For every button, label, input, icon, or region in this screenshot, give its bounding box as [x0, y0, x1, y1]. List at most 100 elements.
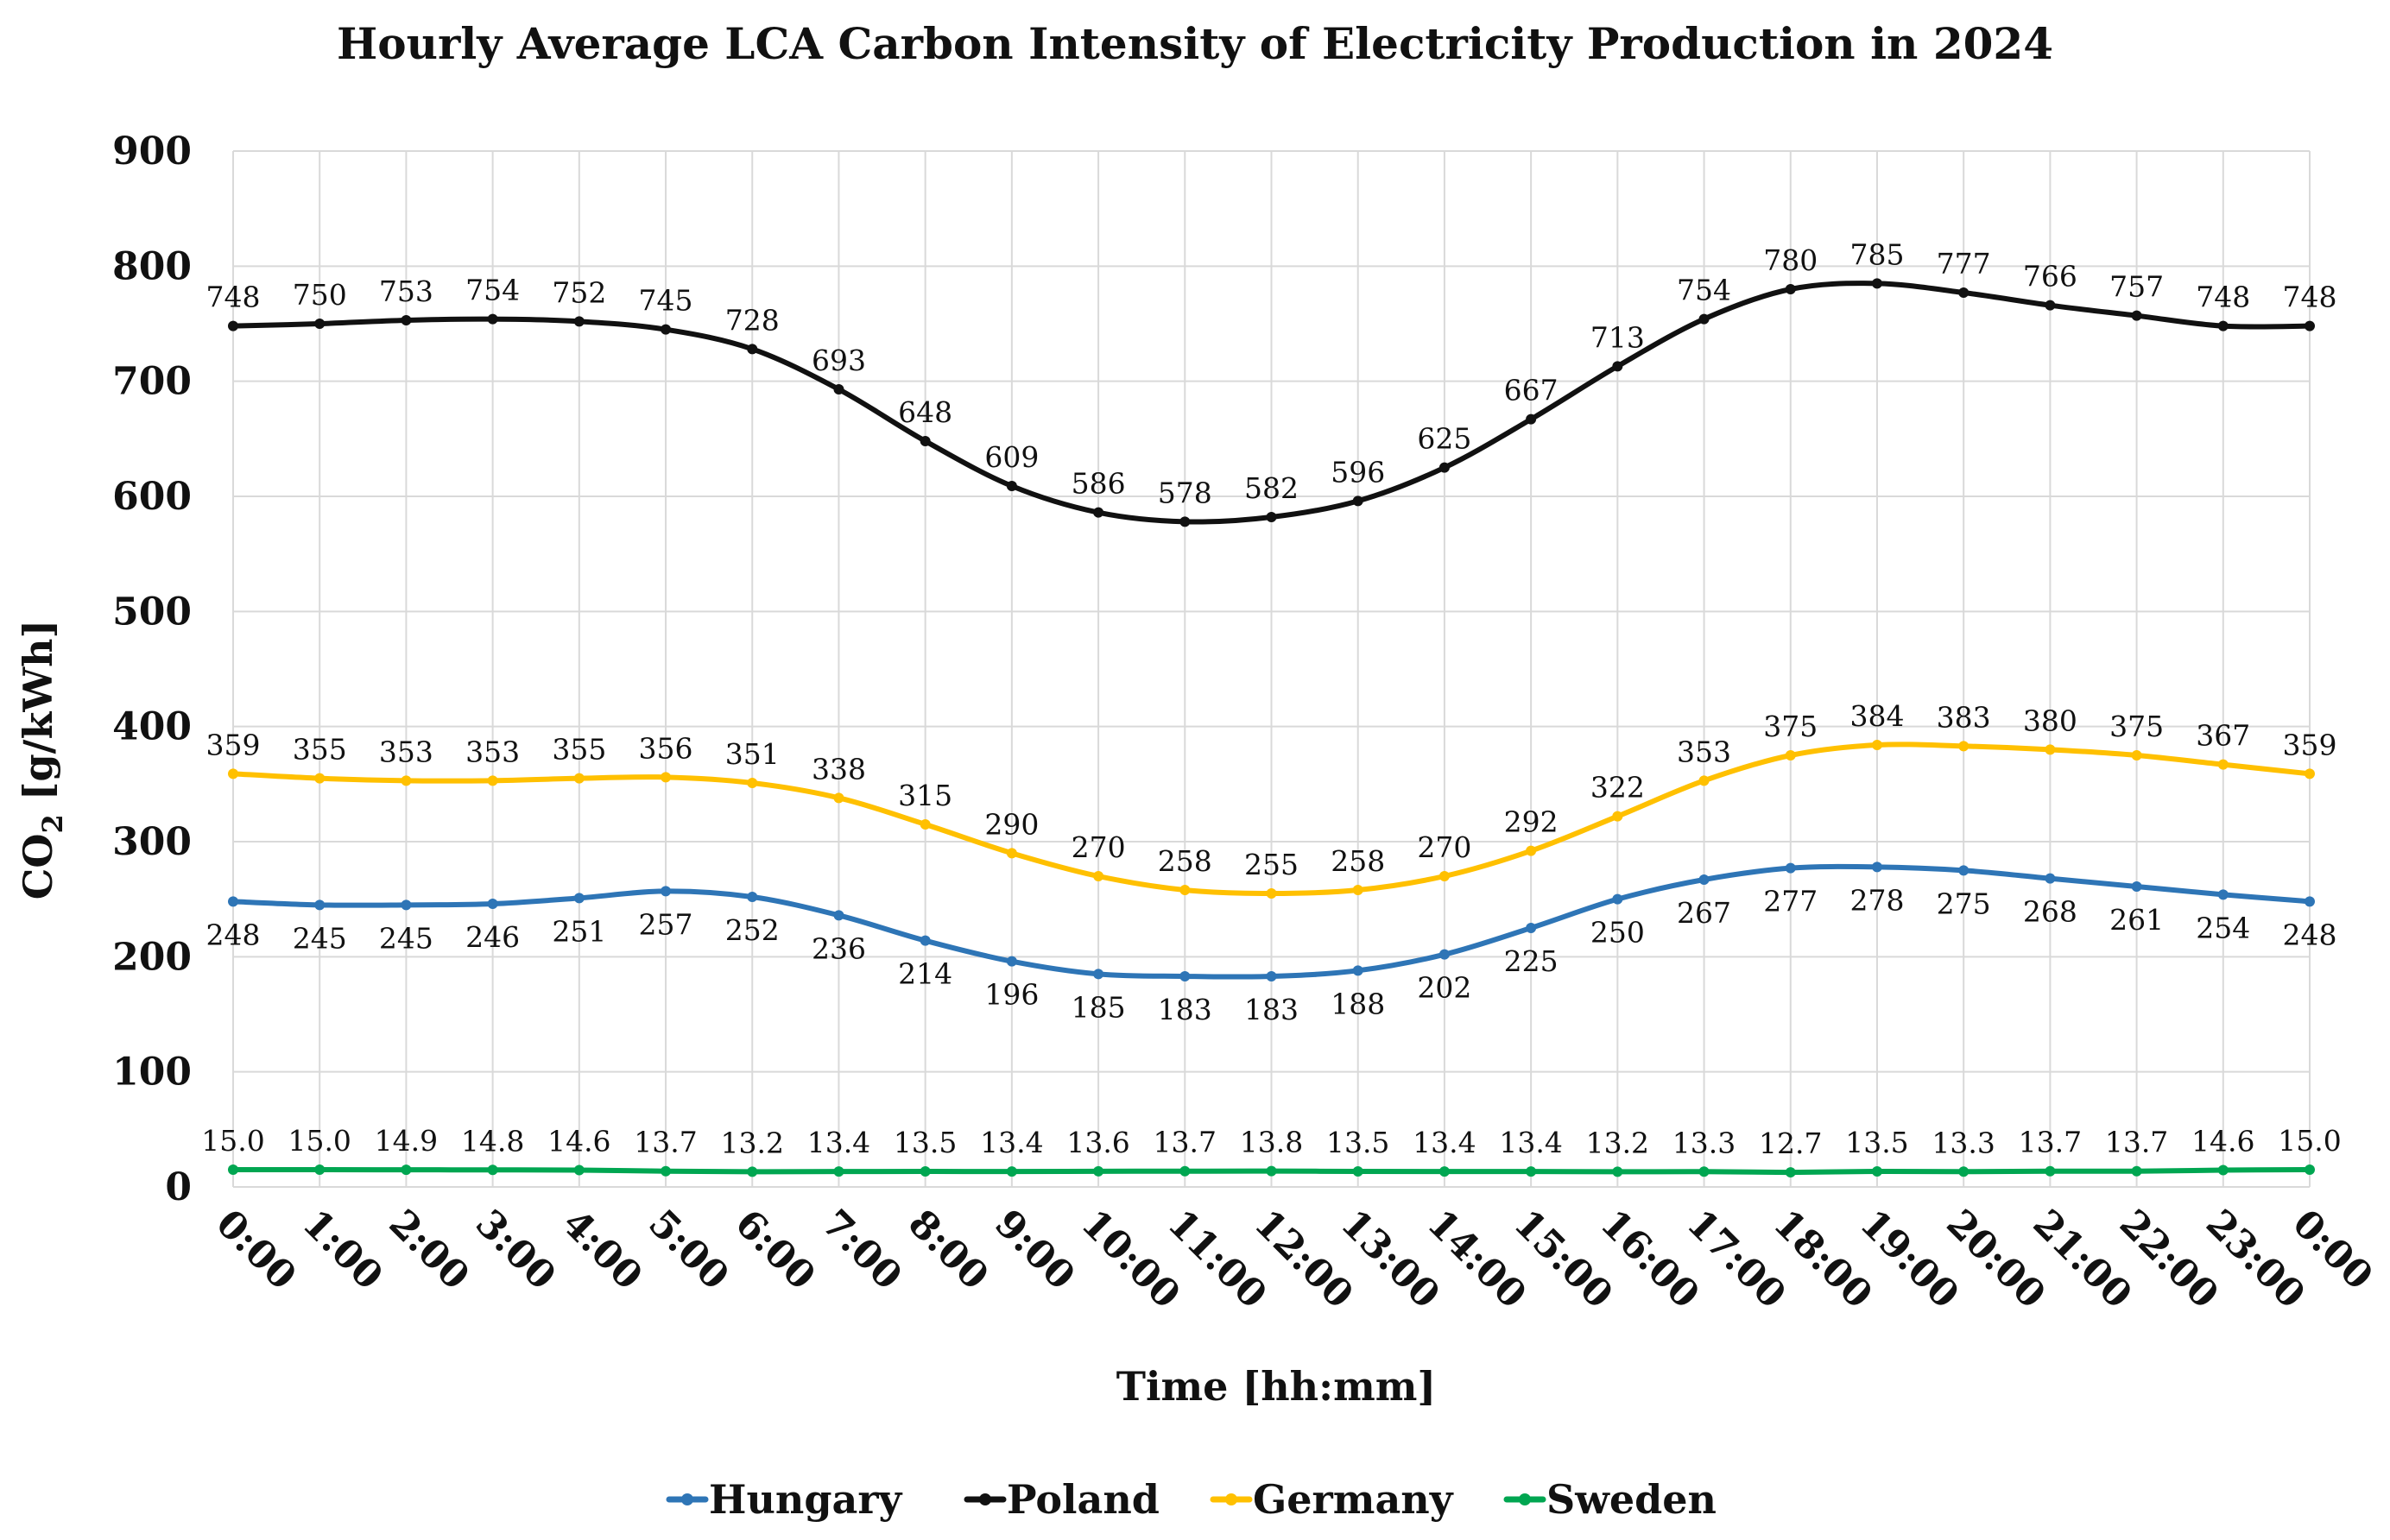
data-label-poland: 766 — [2023, 260, 2077, 293]
data-label-germany: 292 — [1504, 805, 1559, 839]
x-tick-label: 0:00 — [207, 1202, 304, 1298]
data-label-hungary: 225 — [1504, 944, 1559, 978]
data-point-germany — [2131, 750, 2142, 761]
x-tick-label: 11:00 — [1160, 1202, 1275, 1317]
data-label-hungary: 214 — [898, 957, 952, 991]
data-point-sweden — [314, 1164, 326, 1175]
data-point-poland — [1871, 278, 1882, 289]
data-label-germany: 270 — [1072, 830, 1126, 864]
x-tick-label: 5:00 — [640, 1202, 737, 1298]
data-point-hungary — [1871, 862, 1882, 873]
x-tick-label: 4:00 — [553, 1202, 650, 1298]
x-tick-label: 6:00 — [726, 1202, 823, 1298]
data-point-sweden — [2305, 1164, 2315, 1175]
data-point-poland — [2305, 320, 2315, 331]
x-tick-label: 22:00 — [2111, 1202, 2227, 1317]
data-label-hungary: 268 — [2023, 895, 2077, 929]
data-label-hungary: 183 — [1158, 993, 1212, 1026]
data-point-germany — [314, 773, 326, 784]
data-label-hungary: 252 — [725, 913, 780, 947]
legend-label-poland: Poland — [1007, 1476, 1160, 1523]
data-point-sweden — [1006, 1166, 1017, 1177]
data-point-sweden — [573, 1164, 585, 1176]
data-label-poland: 750 — [293, 278, 347, 312]
data-point-hungary — [228, 896, 238, 907]
data-point-poland — [1352, 495, 1363, 507]
data-point-poland — [1093, 507, 1104, 518]
data-label-hungary: 245 — [379, 921, 433, 955]
data-point-sweden — [2045, 1165, 2056, 1177]
data-point-sweden — [1352, 1166, 1363, 1177]
x-axis-ticks: 0:001:002:003:004:005:006:007:008:009:00… — [207, 1202, 2381, 1317]
data-label-germany: 351 — [725, 737, 780, 771]
data-point-germany — [2305, 768, 2315, 779]
data-point-germany — [2045, 744, 2056, 755]
data-point-germany — [1698, 775, 1710, 786]
data-point-germany — [1871, 740, 1882, 750]
data-label-poland: 578 — [1158, 476, 1212, 509]
data-label-poland: 582 — [1244, 471, 1299, 505]
legend-label-sweden: Sweden — [1546, 1476, 1717, 1523]
x-tick-label: 13:00 — [1332, 1202, 1448, 1317]
data-point-sweden — [1438, 1166, 1450, 1177]
data-label-poland: 753 — [379, 275, 433, 308]
x-tick-label: 3:00 — [467, 1202, 564, 1298]
data-label-germany: 359 — [2283, 728, 2337, 761]
data-point-sweden — [2131, 1165, 2142, 1177]
data-point-poland — [1958, 287, 1970, 298]
data-point-poland — [1179, 516, 1191, 527]
data-label-poland: 754 — [465, 274, 520, 307]
data-point-germany — [1006, 848, 1017, 859]
y-tick-label: 800 — [112, 244, 192, 288]
data-point-hungary — [1612, 893, 1623, 905]
data-point-germany — [747, 778, 758, 788]
data-point-hungary — [1785, 862, 1796, 874]
data-point-hungary — [2305, 896, 2315, 907]
x-tick-label: 16:00 — [1592, 1202, 1708, 1317]
x-tick-label: 1:00 — [294, 1202, 390, 1298]
data-label-germany: 384 — [1849, 699, 1904, 733]
data-label-germany: 315 — [898, 779, 952, 812]
data-label-hungary: 202 — [1417, 971, 1471, 1005]
data-point-hungary — [1352, 965, 1363, 976]
x-tick-label: 9:00 — [986, 1202, 1083, 1298]
data-point-sweden — [487, 1164, 498, 1176]
legend-label-germany: Germany — [1253, 1476, 1454, 1523]
data-point-hungary — [1526, 923, 1537, 933]
data-point-poland — [1266, 512, 1277, 522]
data-point-sweden — [1871, 1166, 1882, 1177]
data-point-germany — [920, 819, 931, 830]
data-point-sweden — [1698, 1166, 1710, 1177]
data-point-hungary — [1958, 865, 1970, 876]
data-label-poland: 596 — [1331, 455, 1385, 489]
data-label-hungary: 248 — [206, 918, 261, 951]
data-label-hungary: 277 — [1763, 885, 1818, 918]
data-point-hungary — [1179, 971, 1191, 981]
data-label-poland: 648 — [898, 395, 952, 429]
data-point-poland — [573, 316, 585, 327]
data-label-germany: 359 — [206, 728, 261, 761]
legend-label-hungary: Hungary — [709, 1476, 903, 1523]
x-tick-label: 15:00 — [1505, 1202, 1621, 1317]
data-label-sweden: 13.4 — [980, 1126, 1043, 1159]
legend-marker-hungary — [681, 1493, 693, 1505]
data-point-poland — [1785, 284, 1796, 294]
data-label-sweden: 12.7 — [1759, 1127, 1822, 1160]
data-label-sweden: 13.8 — [1240, 1126, 1303, 1159]
data-label-sweden: 14.9 — [375, 1124, 438, 1158]
data-label-germany: 338 — [812, 752, 866, 786]
data-point-germany — [487, 775, 498, 786]
data-label-hungary: 246 — [465, 920, 520, 954]
data-point-sweden — [661, 1165, 672, 1177]
legend-marker-sweden — [1519, 1493, 1531, 1505]
data-label-germany: 355 — [552, 733, 606, 767]
data-point-poland — [228, 320, 238, 331]
data-point-sweden — [1179, 1165, 1191, 1177]
data-point-poland — [401, 315, 412, 325]
data-labels: 248 245 245 246 251 257 252 236 214 196 185 183 183 1… — [201, 237, 2341, 1160]
data-label-sweden: 15.0 — [201, 1124, 264, 1158]
data-label-poland: 609 — [984, 440, 1039, 474]
data-label-germany: 322 — [1590, 771, 1645, 805]
data-label-germany: 353 — [1677, 735, 1731, 768]
